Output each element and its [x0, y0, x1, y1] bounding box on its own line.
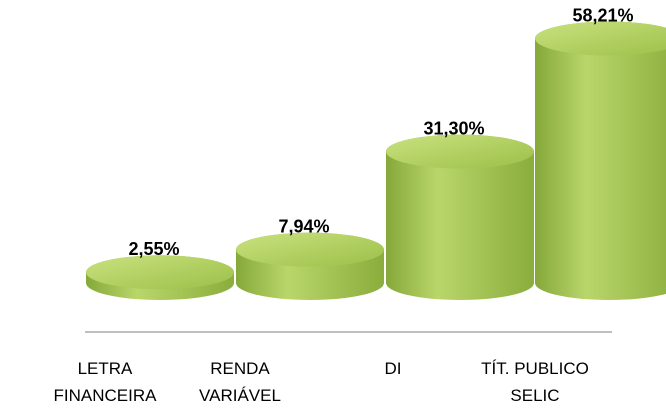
cylinder-top [86, 255, 234, 290]
value-label: 58,21% [572, 5, 633, 25]
value-label: 2,55% [128, 239, 179, 259]
cylinder-top [535, 21, 666, 56]
x-tick-label: DI [384, 359, 402, 378]
value-label: 31,30% [423, 118, 484, 138]
x-tick-label: LETRA FINANCEIRA [53, 359, 157, 406]
cylinder-top [236, 232, 384, 267]
x-tick-label: RENDA VARIÁVEL [199, 359, 281, 406]
cylinder [535, 21, 666, 300]
cylinder [386, 134, 534, 300]
value-label: 7,94% [278, 216, 329, 236]
x-tick-label: TÍT. PUBLICO SELIC [481, 359, 589, 406]
cylinder-top [386, 134, 534, 169]
